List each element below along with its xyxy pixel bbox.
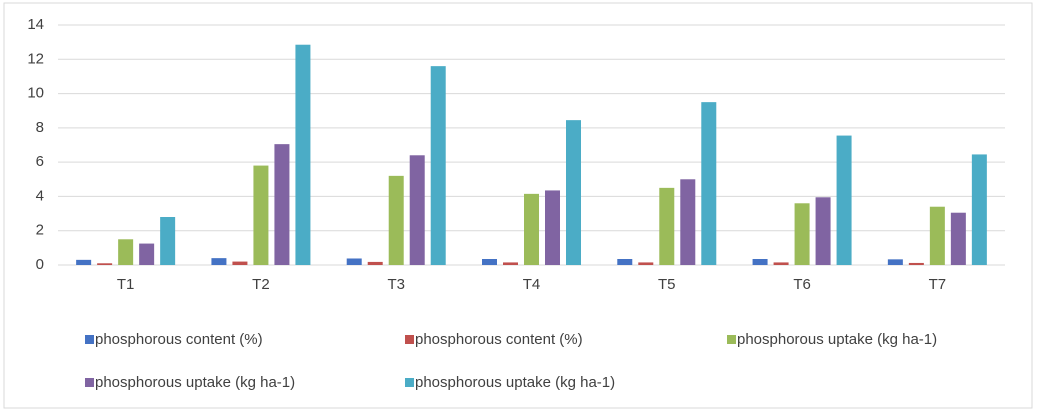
legend-label: phosphorous uptake (kg ha-1) — [95, 374, 295, 391]
bar — [773, 262, 789, 265]
bar — [253, 165, 269, 265]
x-tick-label: T4 — [523, 276, 541, 293]
bar — [836, 135, 852, 265]
bar — [503, 262, 518, 265]
legend-swatch — [85, 335, 94, 344]
legend-label: phosphorous uptake (kg ha-1) — [737, 331, 937, 348]
bar — [388, 175, 404, 265]
x-tick-label: T3 — [387, 276, 405, 293]
bar — [76, 259, 92, 265]
bar — [482, 259, 497, 265]
legend-label: phosphorous content (%) — [95, 331, 263, 348]
bar — [367, 261, 383, 265]
bar — [97, 263, 113, 265]
x-tick-label: T5 — [658, 276, 676, 293]
bar — [232, 261, 248, 265]
x-tick-label: T6 — [793, 276, 811, 293]
y-tick-label: 2 — [36, 222, 44, 239]
y-tick-label: 0 — [36, 256, 44, 273]
bar — [659, 187, 675, 265]
legend-label: phosphorous content (%) — [415, 331, 583, 348]
x-tick-label: T2 — [252, 276, 270, 293]
bar — [950, 212, 966, 265]
legend-swatch — [727, 335, 736, 344]
y-tick-label: 14 — [27, 16, 44, 33]
bar — [295, 44, 311, 265]
legend-label: phosphorous uptake (kg ha-1) — [415, 374, 615, 391]
legend-swatch — [405, 378, 414, 387]
bar — [638, 262, 654, 265]
bar — [211, 258, 227, 265]
bar — [139, 243, 155, 265]
bar — [908, 262, 924, 265]
y-tick-label: 4 — [36, 187, 44, 204]
y-tick-label: 10 — [27, 85, 44, 102]
legend-swatch — [85, 378, 94, 387]
bar — [815, 197, 831, 265]
bar — [430, 66, 446, 266]
bar — [409, 155, 425, 265]
legend-swatch — [405, 335, 414, 344]
bar — [887, 259, 903, 265]
x-tick-label: T7 — [929, 276, 947, 293]
y-tick-label: 6 — [36, 153, 44, 170]
bar — [274, 144, 290, 265]
bar — [680, 179, 696, 265]
bar — [160, 217, 176, 265]
chart-border — [3, 2, 1033, 409]
y-tick-label: 8 — [36, 119, 44, 136]
bar — [524, 193, 539, 265]
bar — [566, 120, 581, 266]
bar — [701, 102, 717, 266]
bar — [794, 203, 810, 265]
bar — [346, 258, 362, 265]
bar — [545, 190, 560, 265]
x-tick-label: T1 — [117, 276, 135, 293]
bar — [929, 206, 945, 265]
bar — [971, 154, 987, 265]
bar — [752, 259, 768, 265]
bar — [617, 259, 633, 265]
y-tick-label: 12 — [27, 50, 44, 67]
bar — [118, 239, 134, 265]
